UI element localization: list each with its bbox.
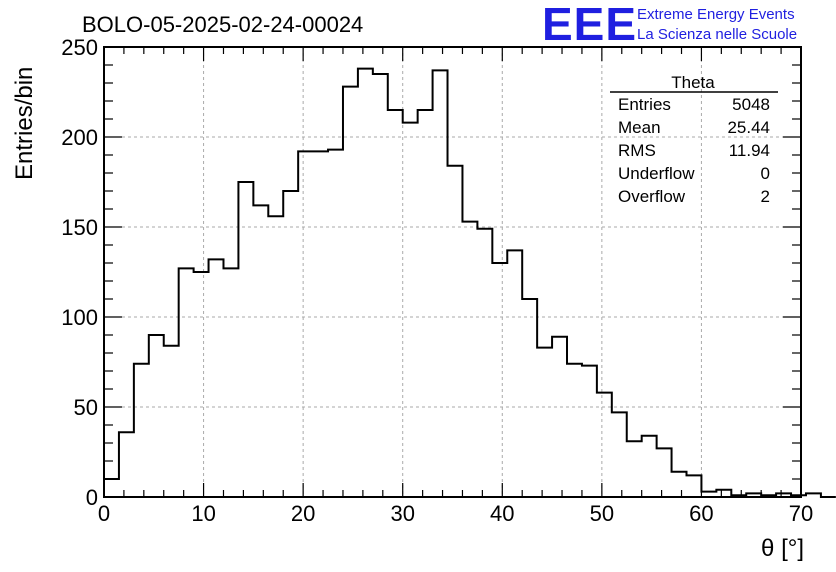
x-tick-label: 40 [490, 501, 514, 526]
histogram-bin [448, 166, 463, 497]
stats-box: Theta Entries 5048 Mean 25.44 RMS 11.94 Underf… [610, 73, 778, 206]
histogram-bin [492, 263, 507, 497]
x-tick-labels: 0 10 20 30 40 50 60 70 [98, 501, 813, 526]
histogram-bin [612, 412, 627, 497]
plot-frame [103, 46, 802, 498]
stats-row-value: 11.94 [729, 141, 770, 160]
axis-ticks [103, 46, 802, 498]
stats-row-label: RMS [618, 141, 656, 160]
x-tick-label: 70 [789, 501, 813, 526]
x-tick-label: 60 [689, 501, 713, 526]
stats-rows: Entries 5048 Mean 25.44 RMS 11.94 Underflow 0 Ov… [618, 95, 770, 206]
histogram-bin [119, 432, 134, 497]
histogram-bin [298, 151, 313, 497]
histogram-bin [433, 70, 448, 497]
histogram-bin [388, 110, 403, 497]
histogram-bin [597, 393, 612, 497]
histogram-bin [686, 475, 701, 497]
y-tick-labels: 0 50 100 150 200 250 [61, 35, 98, 510]
stats-row-value: 25.44 [727, 118, 770, 137]
histogram-bin [418, 110, 433, 497]
logo-line-1: Extreme Energy Events [637, 6, 795, 23]
histogram-bin [582, 366, 597, 497]
histogram-bin [403, 123, 418, 497]
histogram-bin [179, 268, 194, 497]
stats-row-label: Entries [618, 95, 671, 114]
histogram-bin [657, 448, 672, 497]
x-tick-label: 20 [291, 501, 315, 526]
histogram-bin [283, 191, 298, 497]
histogram-outline [103, 67, 836, 498]
histogram-bins [104, 69, 821, 497]
histogram-bin [642, 436, 657, 497]
histogram-bin [164, 346, 179, 497]
histogram-bin [343, 87, 358, 497]
y-tick-label: 150 [61, 215, 98, 240]
histogram-bin [567, 364, 582, 497]
histogram-bin [134, 364, 149, 497]
stats-row-value: 5048 [732, 95, 770, 114]
histogram-bin [238, 182, 253, 497]
logo-line-2: La Scienza nelle Scuole [637, 26, 797, 43]
histogram-bin [209, 259, 224, 497]
histogram-bin [627, 441, 642, 497]
x-tick-label: 0 [98, 501, 110, 526]
stats-box-title: Theta [671, 73, 715, 92]
x-axis-label: θ [°] [761, 535, 804, 562]
histogram-bin [552, 337, 567, 497]
histogram-bin [716, 490, 731, 497]
histogram-bin [507, 250, 522, 497]
stats-row-value: 0 [761, 164, 770, 183]
histogram-bin [672, 472, 687, 497]
histogram-bin [462, 222, 477, 497]
stats-row-label: Mean [618, 118, 661, 137]
histogram-bin [522, 299, 537, 497]
histogram-bin [313, 151, 328, 497]
histogram-bin [253, 205, 268, 497]
x-tick-label: 50 [590, 501, 614, 526]
histogram-bin [104, 479, 119, 497]
histogram-bin [328, 150, 343, 497]
stats-row-label: Overflow [618, 187, 686, 206]
y-tick-label: 200 [61, 125, 98, 150]
histogram-bin [537, 348, 552, 497]
y-tick-label: 100 [61, 305, 98, 330]
x-tick-label: 30 [390, 501, 414, 526]
histogram-bin [223, 268, 238, 497]
histogram-bin [149, 335, 164, 497]
histogram-bin [477, 229, 492, 497]
x-tick-label: 10 [191, 501, 215, 526]
histogram-bin [194, 272, 209, 497]
y-axis-label: Entries/bin [11, 67, 38, 180]
y-tick-label: 0 [86, 485, 98, 510]
y-tick-label: 50 [74, 395, 98, 420]
histogram-bin [358, 69, 373, 497]
histogram-bin [268, 216, 283, 497]
stats-row-value: 2 [761, 187, 770, 206]
y-tick-label: 250 [61, 35, 98, 60]
eee-logo: EEE Extreme Energy Events La Scienza nel… [542, 0, 797, 50]
logo-mark: EEE [542, 0, 637, 50]
stats-row-label: Underflow [618, 164, 695, 183]
chart-title: BOLO-05-2025-02-24-00024 [82, 12, 363, 37]
